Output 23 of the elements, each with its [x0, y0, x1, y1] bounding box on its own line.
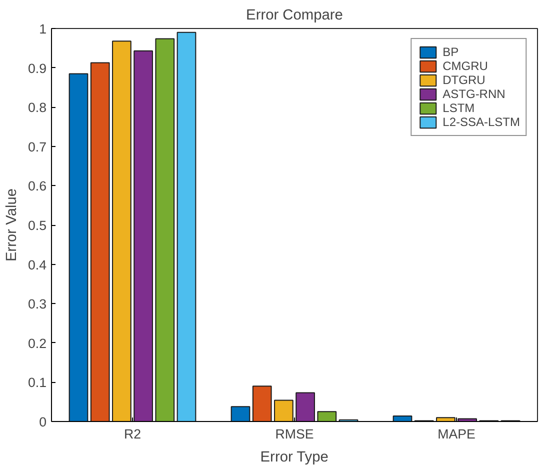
y-tick-label: 0.4 — [28, 257, 48, 272]
y-tick-label: 0.8 — [28, 100, 47, 116]
chart-title: Error Compare — [246, 8, 343, 24]
y-axis-title: Error Value — [4, 188, 20, 262]
y-tick-label: 0.1 — [28, 375, 47, 390]
legend-label: BP — [442, 45, 460, 59]
legend-label: DTGRU — [442, 73, 486, 87]
x-axis-title: Error Type — [260, 450, 328, 466]
y-tick-label: 0.5 — [28, 218, 47, 233]
y-tick-label: 0.9 — [28, 60, 47, 76]
y-tick-label: 0.2 — [28, 336, 47, 351]
x-tick-label: RMSE — [275, 426, 314, 442]
legend-label: ASTG-RNN — [442, 87, 506, 101]
legend-label: L2-SSA-LSTM — [442, 115, 520, 129]
y-tick-label: 0.7 — [28, 139, 47, 154]
y-tick-label: 0 — [39, 414, 47, 430]
x-tick-label: R2 — [124, 426, 142, 442]
y-tick-label: 0.3 — [28, 296, 47, 312]
legend-label: CMGRU — [442, 59, 488, 73]
x-tick-label: MAPE — [438, 426, 476, 442]
y-tick-label: 0.6 — [28, 178, 47, 194]
y-tick-label: 1 — [39, 22, 47, 36]
legend-label: LSTM — [442, 101, 475, 115]
